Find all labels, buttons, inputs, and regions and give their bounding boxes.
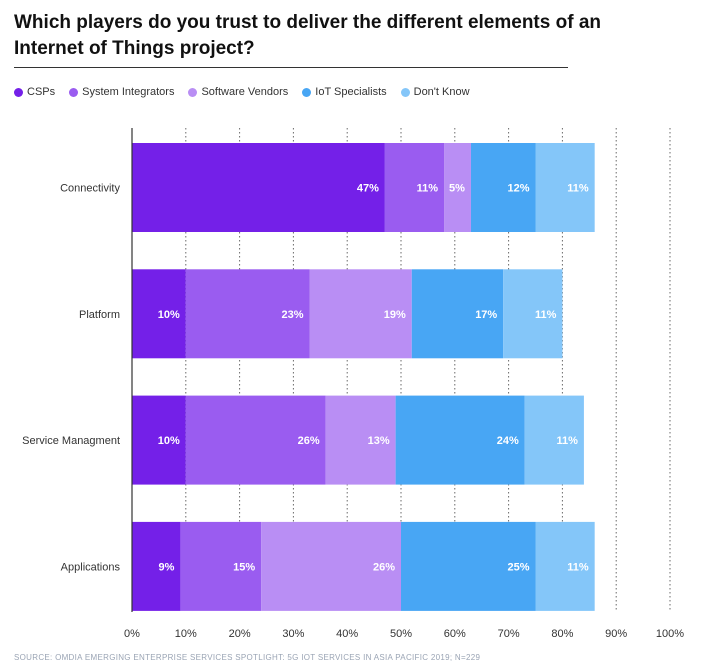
bar-segment xyxy=(261,521,401,611)
category-label: Service Managment xyxy=(22,435,120,447)
legend-swatch xyxy=(14,87,23,97)
bar-segment xyxy=(180,521,262,611)
bar-segment xyxy=(185,269,310,359)
legend-label: System Integrators xyxy=(82,86,175,98)
bar-segment xyxy=(503,269,563,359)
legend-item-csps: CSPs xyxy=(14,86,55,98)
legend-swatch xyxy=(188,87,198,97)
data-label: 26% xyxy=(298,435,320,447)
bar-segment xyxy=(535,521,595,611)
bar-segment xyxy=(309,269,412,359)
bar-segment xyxy=(132,143,385,232)
data-label: 13% xyxy=(368,435,390,447)
legend-swatch xyxy=(69,87,79,97)
source-note: SOURCE: OMDIA EMERGING ENTERPRISE SERVIC… xyxy=(14,653,481,662)
legend-item-iot-specialists: IoT Specialists xyxy=(302,86,387,98)
data-label: 11% xyxy=(567,561,589,573)
data-label: 11% xyxy=(556,435,578,447)
data-label: 10% xyxy=(158,309,180,321)
x-tick-label: 40% xyxy=(336,628,358,640)
category-label: Applications xyxy=(61,561,121,573)
category-label: Platform xyxy=(79,309,120,321)
bar-segment xyxy=(444,143,471,232)
bar-segment xyxy=(384,143,445,232)
data-label: 19% xyxy=(384,309,406,321)
data-label: 11% xyxy=(535,309,557,321)
x-tick-label: 10% xyxy=(175,628,197,640)
title-divider xyxy=(14,67,568,68)
legend-swatch xyxy=(400,87,410,97)
bar-segment xyxy=(395,395,525,485)
legend-item-software-vendors: Software Vendors xyxy=(188,86,288,98)
bar-segment xyxy=(470,143,536,232)
x-tick-label: 20% xyxy=(229,628,251,640)
x-tick-label: 90% xyxy=(605,628,627,640)
data-label: 5% xyxy=(449,183,465,195)
bar-segment xyxy=(132,395,186,485)
bar-segment xyxy=(325,395,396,485)
legend-item-system-integrators: System Integrators xyxy=(69,86,174,98)
bar-segment xyxy=(401,521,536,611)
bar-segment xyxy=(411,269,504,359)
x-tick-label: 80% xyxy=(551,628,573,640)
x-tick-label: 100% xyxy=(656,628,684,640)
bar-segment xyxy=(185,395,326,485)
chart-title: Which players do you trust to deliver th… xyxy=(14,12,601,59)
x-tick-label: 60% xyxy=(444,628,466,640)
data-label: 11% xyxy=(567,183,589,195)
x-tick-label: 50% xyxy=(390,628,412,640)
x-tick-label: 30% xyxy=(282,628,304,640)
legend-label: CSPs xyxy=(27,86,56,98)
data-label: 10% xyxy=(158,435,180,447)
bar-segment xyxy=(524,395,584,485)
data-label: 15% xyxy=(233,561,255,573)
data-label: 17% xyxy=(475,309,497,321)
legend-label: Don't Know xyxy=(413,86,470,98)
category-label: Connectivity xyxy=(60,183,120,195)
legend: CSPs System Integrators Software Vendors… xyxy=(14,86,484,98)
data-label: 12% xyxy=(507,183,529,195)
legend-label: IoT Specialists xyxy=(315,86,387,98)
data-label: 47% xyxy=(357,183,379,195)
data-label: 23% xyxy=(282,309,304,321)
bar-segment xyxy=(132,521,181,611)
data-label: 24% xyxy=(497,435,519,447)
data-label: 25% xyxy=(507,561,529,573)
legend-item-dont-know: Don't Know xyxy=(400,86,470,98)
data-label: 26% xyxy=(373,561,395,573)
bar-segment xyxy=(132,269,186,359)
bar-segment xyxy=(535,143,595,232)
legend-label: Software Vendors xyxy=(201,86,289,98)
x-tick-label: 0% xyxy=(124,628,140,640)
data-label: 11% xyxy=(417,183,439,195)
x-tick-label: 70% xyxy=(498,628,520,640)
legend-swatch xyxy=(302,87,312,97)
data-label: 9% xyxy=(159,561,175,573)
